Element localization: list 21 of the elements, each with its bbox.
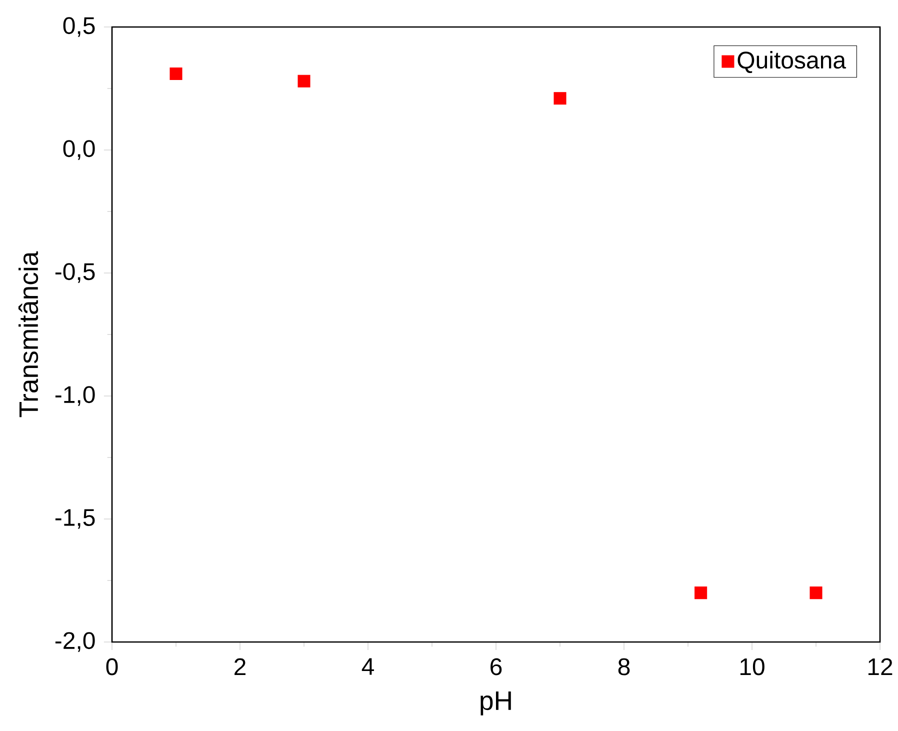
x-tick-label: 6 — [490, 658, 502, 676]
x-tick-label: 12 — [868, 658, 892, 676]
y-tick-label: -0,5 — [55, 263, 95, 283]
x-tick-label: 4 — [362, 658, 374, 675]
y-tick-label: 0,0 — [63, 140, 95, 160]
legend-label: Quitosana — [738, 51, 846, 73]
y-tick-label: 0,5 — [63, 17, 95, 37]
y-tick-label: -2,0 — [55, 632, 95, 652]
y-axis-title: Transmitância — [18, 251, 38, 418]
point — [298, 74, 310, 88]
point — [554, 92, 566, 105]
x-tick-label: 8 — [618, 658, 630, 676]
point — [810, 586, 822, 600]
x-tick-label: 2 — [234, 658, 246, 676]
point — [694, 586, 708, 600]
point — [170, 67, 182, 80]
x-tick-label: 0 — [106, 658, 118, 676]
y-tick-label: -1,0 — [55, 386, 95, 406]
x-tick-label: 10 — [740, 658, 764, 676]
y-tick-label: -1,5 — [55, 509, 95, 529]
x-axis-title: pH — [480, 692, 511, 716]
